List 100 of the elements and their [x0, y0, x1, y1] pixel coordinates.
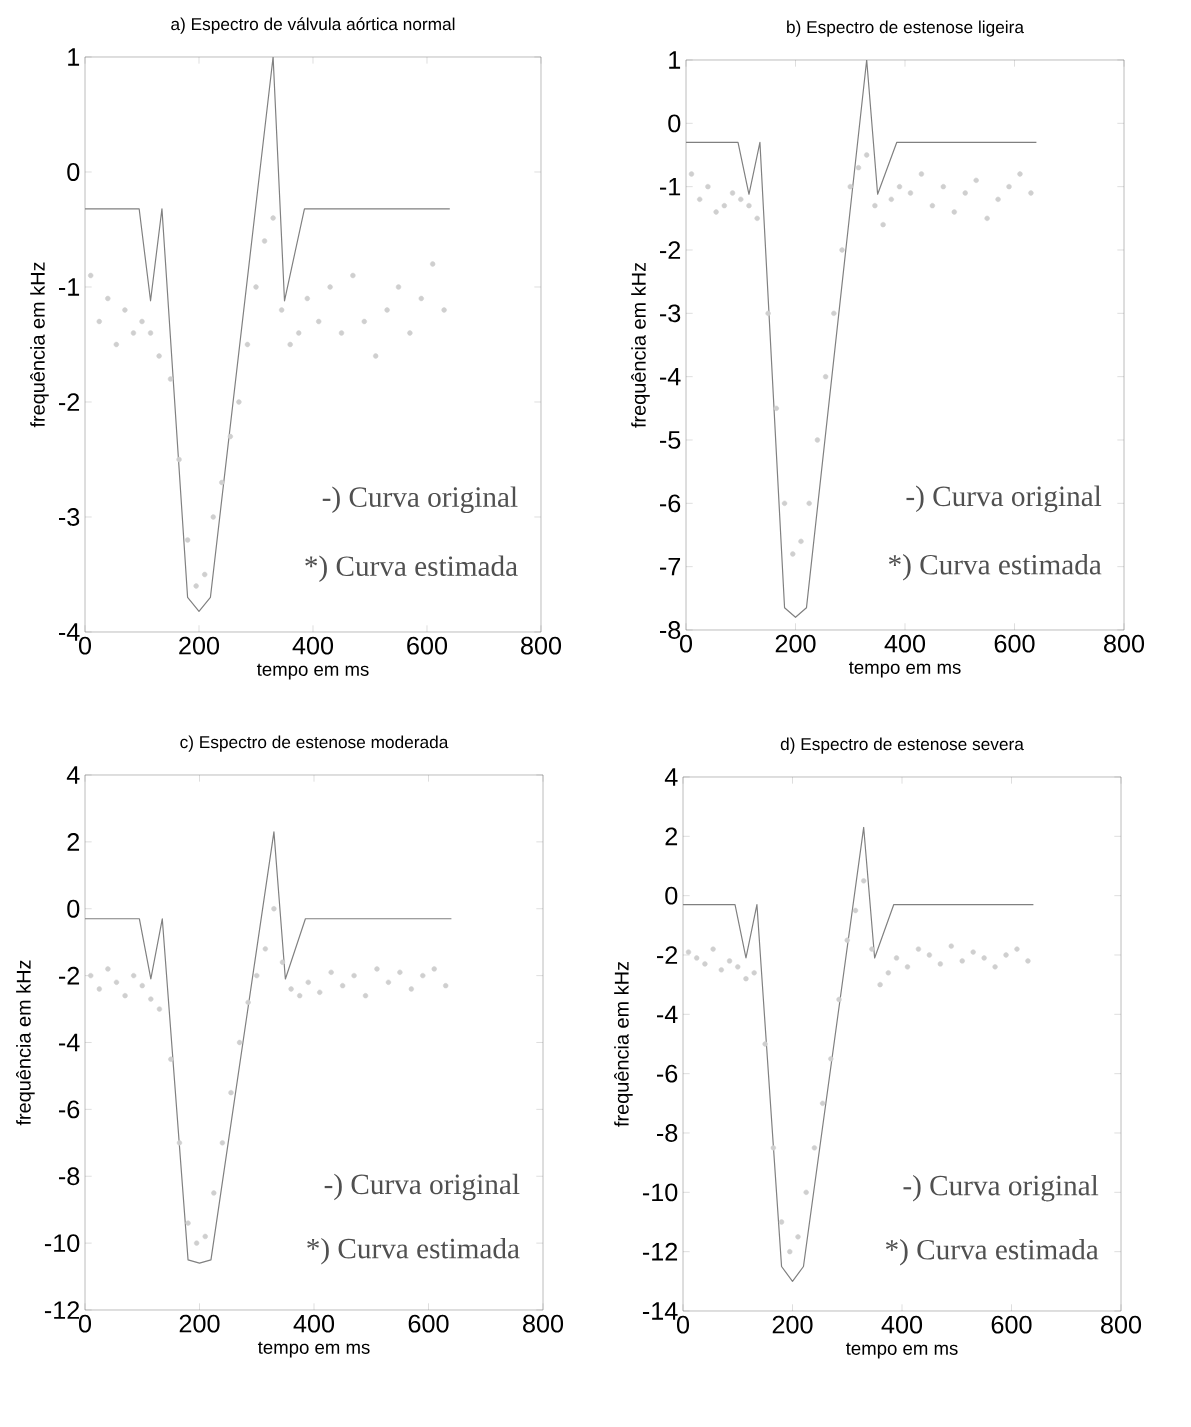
- x-axis-title: tempo em ms: [256, 663, 369, 680]
- point: [122, 307, 128, 313]
- y-tick-label: -6: [58, 1100, 80, 1119]
- x-tick-label: 200: [179, 1314, 220, 1333]
- point: [122, 993, 128, 999]
- x-tick-label: 800: [1101, 1315, 1142, 1334]
- point: [1003, 952, 1009, 958]
- point: [880, 222, 886, 228]
- point: [185, 1220, 191, 1226]
- y-tick-label: -6: [657, 1064, 678, 1083]
- point: [697, 196, 703, 202]
- x-tick-label: 200: [179, 636, 220, 655]
- point: [397, 969, 403, 975]
- point: [113, 979, 120, 985]
- point: [244, 341, 251, 348]
- point: [951, 209, 957, 215]
- point: [167, 376, 174, 382]
- point: [271, 906, 277, 912]
- point: [418, 295, 424, 302]
- x-tick-label: 200: [772, 1315, 813, 1334]
- point: [688, 171, 695, 177]
- point: [822, 374, 829, 380]
- point: [1006, 184, 1012, 190]
- point: [430, 261, 436, 267]
- point: [754, 215, 760, 221]
- y-tick-label: -1: [660, 177, 681, 196]
- point: [1017, 171, 1023, 177]
- annotation: *) Curva estimada: [885, 1239, 1099, 1266]
- annotation: -) Curva original: [906, 485, 1102, 513]
- point: [915, 946, 922, 952]
- point: [814, 437, 821, 443]
- point: [855, 165, 862, 171]
- point: [847, 184, 853, 190]
- y-tick-label: 0: [67, 899, 80, 918]
- x-tick-label: 600: [408, 1314, 449, 1333]
- point: [395, 284, 402, 290]
- point: [236, 399, 242, 405]
- point: [798, 538, 804, 544]
- point: [981, 955, 987, 961]
- point: [328, 969, 334, 975]
- point: [139, 982, 145, 989]
- y-tick-label: -2: [657, 946, 678, 964]
- chart-title: a) Espectro de válvula aórtica normal: [171, 17, 455, 34]
- point: [270, 215, 276, 221]
- point: [765, 310, 771, 316]
- point: [904, 964, 911, 970]
- point: [245, 999, 251, 1006]
- point: [288, 986, 294, 992]
- point: [131, 972, 137, 979]
- y-axis-title: frequência em kHz: [16, 960, 35, 1126]
- y-tick-label: -5: [660, 431, 681, 449]
- point: [803, 1189, 809, 1195]
- point: [148, 996, 154, 1002]
- y-tick-label: 1: [669, 51, 681, 69]
- y-tick-label: -8: [660, 621, 681, 639]
- x-tick-label: 600: [991, 1315, 1032, 1334]
- point: [746, 203, 752, 209]
- y-tick-label: -10: [642, 1183, 678, 1202]
- point: [279, 959, 286, 965]
- point: [864, 152, 870, 158]
- point: [929, 203, 936, 209]
- x-tick-label: 400: [881, 1315, 923, 1334]
- point: [408, 986, 414, 992]
- point: [962, 190, 968, 196]
- x-tick-label: 400: [884, 634, 926, 653]
- point: [130, 330, 137, 336]
- y-tick-label: 2: [665, 827, 678, 846]
- point: [705, 184, 711, 190]
- point: [893, 955, 900, 961]
- y-tick-label: -2: [58, 966, 80, 985]
- point: [869, 946, 875, 952]
- point: [431, 966, 437, 972]
- annotation: *) Curva estimada: [305, 555, 518, 582]
- y-tick-label: 4: [664, 768, 678, 786]
- point: [831, 310, 837, 316]
- point: [219, 1140, 226, 1146]
- point: [253, 284, 259, 290]
- point: [147, 330, 154, 336]
- point: [193, 1240, 200, 1246]
- y-tick-label: -2: [660, 241, 681, 259]
- point: [373, 353, 379, 359]
- y-tick-label: -14: [642, 1302, 678, 1320]
- point: [970, 949, 976, 955]
- point: [236, 1039, 243, 1046]
- point: [795, 1234, 801, 1240]
- point: [770, 1145, 776, 1151]
- point: [304, 295, 310, 302]
- point: [305, 979, 311, 985]
- point: [907, 190, 914, 196]
- point: [726, 958, 733, 964]
- point: [227, 433, 234, 440]
- point: [385, 979, 392, 985]
- y-tick-label: -4: [58, 1033, 80, 1052]
- point: [940, 184, 946, 190]
- point: [918, 171, 925, 177]
- point: [959, 958, 965, 964]
- point: [202, 571, 208, 578]
- point: [1014, 946, 1020, 952]
- point: [441, 307, 447, 313]
- point: [773, 405, 779, 411]
